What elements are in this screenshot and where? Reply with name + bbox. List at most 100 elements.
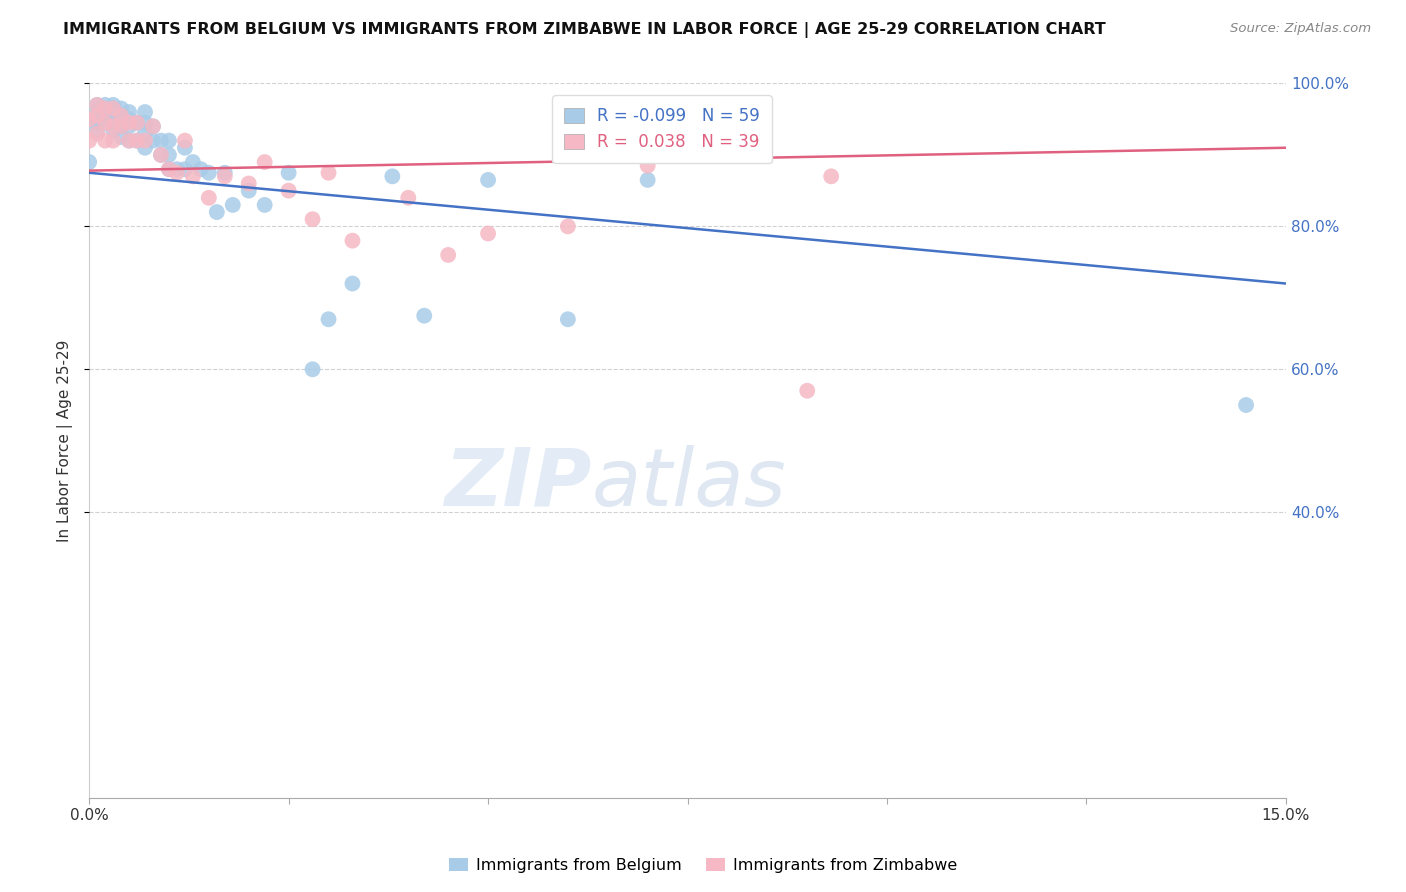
- Point: [437, 248, 460, 262]
- Point: [125, 116, 148, 130]
- Point: [94, 134, 117, 148]
- Point: [477, 227, 499, 241]
- Point: [94, 102, 117, 116]
- Point: [77, 155, 100, 169]
- Point: [381, 169, 404, 184]
- Point: [86, 105, 108, 120]
- Point: [149, 134, 172, 148]
- Point: [149, 148, 172, 162]
- Point: [277, 166, 299, 180]
- Point: [157, 162, 180, 177]
- Point: [557, 219, 579, 234]
- Y-axis label: In Labor Force | Age 25-29: In Labor Force | Age 25-29: [58, 340, 73, 542]
- Point: [253, 198, 276, 212]
- Text: ZIP: ZIP: [444, 444, 592, 523]
- Point: [134, 141, 156, 155]
- Point: [118, 112, 141, 127]
- Point: [181, 169, 204, 184]
- Point: [142, 120, 165, 134]
- Point: [94, 116, 117, 130]
- Point: [110, 109, 132, 123]
- Point: [101, 123, 124, 137]
- Point: [110, 120, 132, 134]
- Point: [101, 98, 124, 112]
- Point: [342, 277, 364, 291]
- Point: [190, 162, 212, 177]
- Point: [174, 134, 197, 148]
- Point: [477, 173, 499, 187]
- Point: [142, 134, 165, 148]
- Point: [77, 134, 100, 148]
- Point: [396, 191, 419, 205]
- Point: [238, 177, 260, 191]
- Point: [94, 109, 117, 123]
- Point: [174, 162, 197, 177]
- Point: [94, 105, 117, 120]
- Legend: Immigrants from Belgium, Immigrants from Zimbabwe: Immigrants from Belgium, Immigrants from…: [443, 852, 963, 880]
- Point: [134, 105, 156, 120]
- Point: [413, 309, 436, 323]
- Point: [101, 134, 124, 148]
- Point: [134, 116, 156, 130]
- Point: [166, 166, 188, 180]
- Point: [110, 116, 132, 130]
- Point: [86, 123, 108, 137]
- Point: [796, 384, 818, 398]
- Point: [86, 98, 108, 112]
- Point: [214, 166, 236, 180]
- Point: [214, 169, 236, 184]
- Point: [166, 162, 188, 177]
- Text: IMMIGRANTS FROM BELGIUM VS IMMIGRANTS FROM ZIMBABWE IN LABOR FORCE | AGE 25-29 C: IMMIGRANTS FROM BELGIUM VS IMMIGRANTS FR…: [63, 22, 1107, 38]
- Point: [222, 198, 245, 212]
- Point: [101, 120, 124, 134]
- Point: [110, 120, 132, 134]
- Point: [101, 109, 124, 123]
- Point: [238, 184, 260, 198]
- Text: Source: ZipAtlas.com: Source: ZipAtlas.com: [1230, 22, 1371, 36]
- Point: [86, 112, 108, 127]
- Point: [125, 134, 148, 148]
- Point: [101, 116, 124, 130]
- Point: [118, 116, 141, 130]
- Point: [125, 116, 148, 130]
- Point: [134, 127, 156, 141]
- Point: [94, 112, 117, 127]
- Point: [637, 173, 659, 187]
- Point: [94, 98, 117, 112]
- Point: [157, 148, 180, 162]
- Point: [181, 155, 204, 169]
- Point: [157, 162, 180, 177]
- Point: [557, 312, 579, 326]
- Point: [149, 148, 172, 162]
- Point: [77, 112, 100, 127]
- Point: [205, 205, 228, 219]
- Point: [820, 169, 842, 184]
- Point: [198, 191, 221, 205]
- Point: [86, 127, 108, 141]
- Point: [110, 130, 132, 145]
- Point: [198, 166, 221, 180]
- Point: [86, 116, 108, 130]
- Point: [118, 120, 141, 134]
- Point: [318, 312, 340, 326]
- Point: [301, 362, 323, 376]
- Point: [637, 159, 659, 173]
- Legend: R = -0.099   N = 59, R =  0.038   N = 39: R = -0.099 N = 59, R = 0.038 N = 39: [553, 95, 772, 163]
- Point: [101, 102, 124, 116]
- Point: [142, 120, 165, 134]
- Point: [101, 102, 124, 116]
- Point: [318, 166, 340, 180]
- Point: [157, 134, 180, 148]
- Point: [86, 98, 108, 112]
- Point: [94, 102, 117, 116]
- Point: [110, 109, 132, 123]
- Point: [277, 184, 299, 198]
- Point: [301, 212, 323, 227]
- Point: [1234, 398, 1257, 412]
- Point: [125, 134, 148, 148]
- Point: [253, 155, 276, 169]
- Point: [118, 134, 141, 148]
- Point: [174, 141, 197, 155]
- Text: atlas: atlas: [592, 444, 786, 523]
- Point: [134, 134, 156, 148]
